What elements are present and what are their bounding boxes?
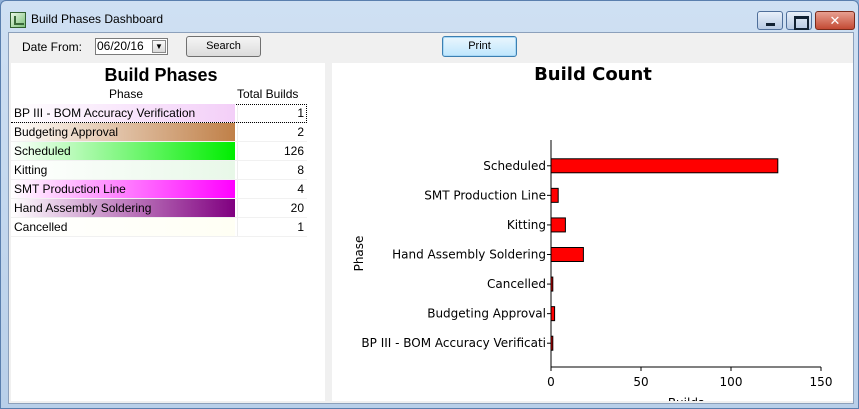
date-from-label: Date From: xyxy=(22,40,83,54)
date-from-picker[interactable]: 06/20/16 ▼ xyxy=(95,38,168,55)
y-tick-label: SMT Production Line xyxy=(424,188,546,202)
y-axis-label: Phase xyxy=(352,236,366,272)
x-tick-label: 100 xyxy=(720,375,743,389)
y-tick-label: Scheduled xyxy=(483,159,546,173)
table-row[interactable]: Kitting 8 xyxy=(11,161,307,180)
bar xyxy=(550,306,556,322)
bar xyxy=(550,158,779,174)
client-area: Date From: 06/20/16 ▼ Search Print Build… xyxy=(8,32,854,404)
y-tick-label: Budgeting Approval xyxy=(427,307,546,321)
phase-cell: BP III - BOM Accuracy Verification xyxy=(11,104,235,122)
table-row[interactable]: BP III - BOM Accuracy Verification 1 xyxy=(11,104,307,123)
table-row[interactable]: Scheduled 126 xyxy=(11,142,307,161)
maximize-button[interactable] xyxy=(786,11,812,30)
column-header-total-builds[interactable]: Total Builds xyxy=(237,87,299,101)
total-builds-cell: 2 xyxy=(237,123,307,141)
phase-cell: SMT Production Line xyxy=(11,180,235,198)
total-builds-cell: 1 xyxy=(237,218,307,236)
bar xyxy=(550,217,566,233)
close-button[interactable]: ✕ xyxy=(815,11,855,30)
x-tick-label: 0 xyxy=(547,375,555,389)
chart-canvas: Build Count Scheduled SMT Production Line K… xyxy=(352,64,833,401)
x-axis-label: Builds xyxy=(668,396,704,401)
table-row[interactable]: Budgeting Approval 2 xyxy=(11,123,307,142)
phase-cell: Hand Assembly Soldering xyxy=(11,199,235,217)
title-bar[interactable]: Build Phases Dashboard ✕ xyxy=(1,1,858,31)
y-tick-label: Hand Assembly Soldering xyxy=(392,248,546,262)
minimize-button[interactable] xyxy=(757,11,783,30)
total-builds-cell: 4 xyxy=(237,180,307,198)
window-title: Build Phases Dashboard xyxy=(31,12,164,26)
table-row[interactable]: Hand Assembly Soldering 20 xyxy=(11,199,307,218)
y-tick-label: Kitting xyxy=(507,218,546,232)
table-row[interactable]: SMT Production Line 4 xyxy=(11,180,307,199)
bar xyxy=(550,247,584,262)
date-from-value: 06/20/16 xyxy=(97,39,144,53)
build-phases-grid: Build Phases Phase Total Builds BP III -… xyxy=(11,63,325,401)
total-builds-cell: 126 xyxy=(237,142,307,160)
table-row[interactable]: Cancelled 1 xyxy=(11,218,307,237)
grid-title: Build Phases xyxy=(104,65,218,85)
phase-cell: Scheduled xyxy=(11,142,235,160)
phase-cell: Cancelled xyxy=(11,218,235,236)
app-icon xyxy=(10,12,26,28)
phase-cell: Budgeting Approval xyxy=(11,123,235,141)
x-tick-label: 150 xyxy=(810,375,833,389)
dropdown-arrow-icon[interactable]: ▼ xyxy=(152,40,166,53)
phase-cell: Kitting xyxy=(11,161,235,179)
build-count-chart: Build Count Scheduled SMT Production Line K… xyxy=(332,63,853,401)
y-tick-label: Cancelled xyxy=(487,277,546,291)
bar xyxy=(550,187,559,203)
search-button[interactable]: Search xyxy=(186,36,261,57)
y-tick-label: BP III - BOM Accuracy Verificati xyxy=(361,336,546,350)
chart-title: Build Count xyxy=(534,64,652,85)
total-builds-cell: 20 xyxy=(237,199,307,217)
total-builds-cell: 1 xyxy=(237,104,307,122)
total-builds-cell: 8 xyxy=(237,161,307,179)
close-icon: ✕ xyxy=(829,13,841,28)
column-header-phase[interactable]: Phase xyxy=(109,87,144,101)
x-tick-label: 50 xyxy=(633,375,648,389)
print-button[interactable]: Print xyxy=(442,36,517,57)
